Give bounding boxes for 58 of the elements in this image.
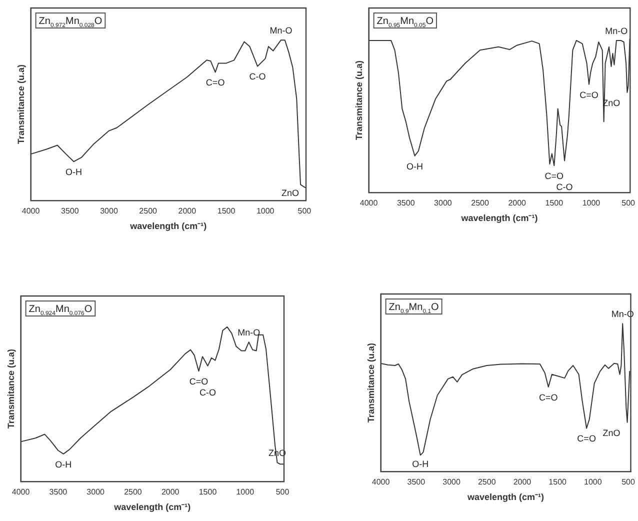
y-axis-title: Transmitance (u.a): [16, 64, 26, 144]
x-tick-label: 3000: [442, 478, 461, 487]
x-tick-label: 1500: [198, 488, 218, 497]
x-tick-label: 500: [298, 206, 312, 216]
annotation: C=O: [580, 90, 598, 100]
x-axis-title: wavelength (cm⁻¹): [460, 213, 538, 224]
x-tick-label: 1000: [582, 198, 601, 208]
y-axis-title: Transmitance (u.a): [354, 60, 364, 140]
annotation: C=O: [577, 434, 596, 444]
annotation: C=O: [206, 78, 225, 88]
annotation: Mn-O: [605, 26, 628, 36]
x-tick-label: 3500: [60, 206, 80, 216]
x-tick-label: 2500: [139, 206, 158, 216]
annotation: O-H: [412, 459, 429, 470]
annotation: Mn-O: [238, 328, 260, 338]
x-tick-label: 4000: [372, 478, 390, 487]
annotation: ZnO: [602, 428, 620, 438]
annotation: O-H: [66, 167, 82, 178]
x-tick-label: 2500: [124, 488, 142, 497]
y-axis-title: Transmitance (u.a): [366, 343, 376, 423]
x-tick-label: 2000: [508, 198, 527, 208]
x-tick-label: 500: [276, 488, 290, 497]
x-tick-label: 2500: [471, 198, 490, 208]
x-tick-label: 4000: [360, 198, 378, 208]
x-tick-label: 2000: [178, 206, 197, 216]
x-axis-title: wavelength (cm⁻¹): [113, 502, 191, 512]
x-tick-label: 1500: [545, 198, 564, 208]
x-tick-label: 4000: [22, 206, 40, 216]
x-tick-label: 3000: [434, 198, 452, 208]
annotation: C-O: [199, 387, 216, 398]
annotation: C=O: [189, 376, 208, 387]
annotation: Mn-O: [270, 26, 292, 36]
x-axis-title: wavelength (cm⁻¹): [129, 221, 207, 232]
x-tick-label: 3500: [396, 198, 416, 208]
x-tick-label: 2500: [478, 478, 496, 487]
x-tick-label: 2000: [161, 488, 180, 497]
x-tick-label: 1500: [548, 478, 568, 487]
x-tick-label: 1000: [584, 478, 602, 487]
annotation: ZnO: [281, 188, 299, 198]
x-axis-title: wavelength (cm⁻¹): [466, 492, 544, 502]
x-tick-label: 1000: [256, 206, 275, 216]
y-axis-title: Transmitance (u.a): [6, 349, 16, 429]
annotation: C=O: [538, 392, 558, 402]
x-tick-label: 4000: [12, 488, 30, 497]
annotation: C-O: [249, 72, 266, 82]
x-tick-label: 1000: [236, 488, 255, 497]
annotation: C-O: [556, 182, 573, 192]
x-tick-label: 500: [622, 478, 636, 487]
x-tick-label: 3500: [407, 478, 426, 487]
x-tick-label: 500: [622, 198, 636, 208]
x-tick-label: 2000: [513, 478, 532, 487]
annotation: C=O: [544, 171, 564, 182]
x-tick-label: 3000: [86, 488, 106, 497]
x-tick-label: 1500: [217, 206, 236, 216]
annotation: O-H: [55, 459, 72, 470]
annotation: O-H: [406, 161, 424, 172]
x-tick-label: 3000: [100, 206, 118, 216]
x-tick-label: 3500: [49, 488, 68, 497]
